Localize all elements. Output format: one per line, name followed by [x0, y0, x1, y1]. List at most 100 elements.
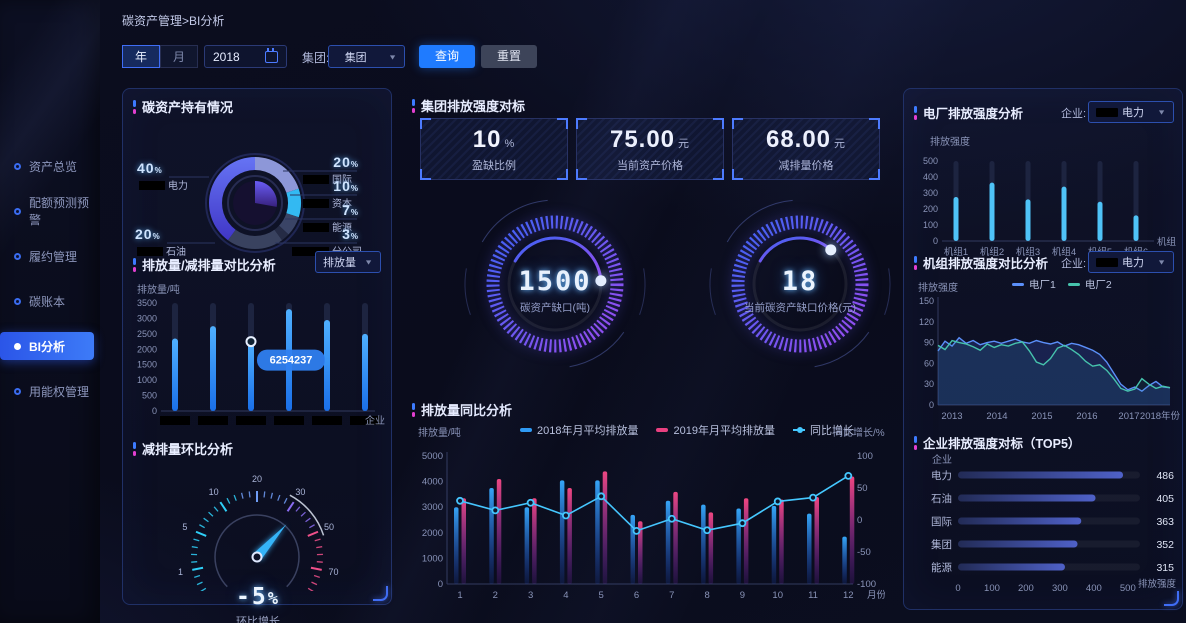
- redacted-text: [1096, 107, 1118, 117]
- chevron-down-icon: ▼: [388, 52, 397, 61]
- ring-gauge-value: 18: [781, 266, 819, 297]
- section-title-top5: 企业排放强度对标（TOP5）: [914, 433, 1080, 452]
- sidebar-item-5[interactable]: 用能权管理: [0, 377, 94, 405]
- legend-item-0[interactable]: 电厂1: [1012, 277, 1056, 292]
- svg-text:3%: 3%: [342, 226, 359, 242]
- ring-gauge-graphic: [464, 199, 646, 368]
- svg-text:能源: 能源: [931, 561, 952, 574]
- svg-text:3500: 3500: [137, 298, 157, 308]
- mom-gauge-value: -5%: [236, 584, 280, 610]
- kpi-value: 75.00: [609, 125, 676, 153]
- section-icon: [914, 435, 917, 450]
- svg-text:8: 8: [704, 590, 709, 601]
- svg-text:352: 352: [1156, 539, 1174, 551]
- chevron-down-icon: ▼: [364, 258, 373, 266]
- emission-type-value: 排放量: [323, 257, 356, 269]
- yoy-y2-axis-title: 同比增长/%: [833, 428, 885, 439]
- emission-compare-chart[interactable]: 0 500 1000 1500 2000 2500 3000 3500 企业 6254237: [127, 293, 389, 443]
- emission-type-select[interactable]: 排放量 ▼: [315, 251, 381, 273]
- tab-month[interactable]: 月: [160, 45, 198, 68]
- svg-text:486: 486: [1156, 470, 1174, 482]
- section-icon: [412, 402, 415, 417]
- query-button[interactable]: 查询: [419, 45, 475, 68]
- svg-text:电力: 电力: [931, 469, 952, 482]
- svg-text:-50: -50: [857, 547, 871, 558]
- svg-text:0: 0: [857, 515, 862, 526]
- svg-text:100: 100: [984, 583, 1000, 594]
- tab-year[interactable]: 年: [122, 45, 160, 68]
- svg-text:1: 1: [178, 567, 183, 577]
- plant-select-label: 企业:: [1061, 108, 1087, 120]
- bullet-icon: [14, 342, 21, 350]
- svg-text:2013: 2013: [941, 411, 962, 422]
- sidebar-item-0[interactable]: 资产总览: [0, 152, 94, 180]
- right-panel: 电厂排放强度分析 企业: 电力 ▼ 排放强度 0 100 200 300 400 500 机…: [903, 88, 1183, 610]
- sidebar-item-2[interactable]: 履约管理: [0, 242, 94, 270]
- kpi-label: 盈缺比例: [472, 159, 516, 172]
- bullet-icon: [14, 252, 21, 260]
- legend-item-0[interactable]: 2018年月平均排放量: [520, 422, 638, 438]
- units-enterprise-select[interactable]: 电力 ▼: [1088, 251, 1174, 273]
- svg-text:7: 7: [669, 590, 674, 601]
- svg-text:机组2: 机组2: [980, 246, 1004, 258]
- sidebar: 资产总览配额预测预警 履约管理碳账本 BI分析用能权管理: [0, 0, 100, 623]
- date-input[interactable]: 2018: [204, 45, 287, 68]
- svg-text:国际: 国际: [332, 174, 352, 186]
- kpi-value: 68.00: [765, 125, 832, 153]
- section-title-holdings: 碳资产持有情况: [133, 97, 233, 116]
- svg-text:集团: 集团: [931, 538, 952, 551]
- chevron-down-icon: ▼: [1157, 258, 1166, 266]
- svg-text:企业: 企业: [932, 453, 952, 466]
- units-line-chart[interactable]: 0 30 60 90 120 150 2013 2014 2015 2016 2017 2018年份: [908, 293, 1180, 423]
- plant-bar-chart[interactable]: 0100200300400500机组1机组2机组3机组4机组5机组6机组: [908, 145, 1180, 263]
- svg-text:363: 363: [1156, 516, 1174, 528]
- sidebar-item-3[interactable]: 碳账本: [0, 287, 94, 315]
- section-title-plant: 电厂排放强度分析: [914, 103, 1023, 122]
- svg-text:-100: -100: [857, 579, 876, 590]
- svg-text:月份: 月份: [867, 589, 885, 601]
- units-legend: 电厂1 电厂2: [1012, 277, 1112, 292]
- svg-text:石油: 石油: [931, 492, 952, 505]
- svg-text:200: 200: [1018, 583, 1034, 594]
- sidebar-nav: 资产总览配额预测预警 履约管理碳账本 BI分析用能权管理: [0, 152, 100, 405]
- svg-text:400: 400: [1086, 583, 1102, 594]
- section-icon: [133, 257, 136, 272]
- legend-swatch: [656, 428, 669, 432]
- svg-text:电力: 电力: [168, 179, 188, 192]
- svg-text:2000: 2000: [422, 528, 443, 539]
- svg-text:500: 500: [1120, 583, 1136, 594]
- svg-text:300: 300: [923, 188, 938, 198]
- plant-enterprise-select[interactable]: 电力 ▼: [1088, 101, 1174, 123]
- mom-gauge-chart[interactable]: 0151020305070100: [127, 461, 389, 591]
- date-value: 2018: [213, 49, 240, 64]
- svg-text:20: 20: [252, 474, 262, 484]
- section-icon: [914, 255, 917, 270]
- kpi-card-asset-price: 75.00 元 当前资产价格: [576, 118, 724, 180]
- legend-item-1[interactable]: 2019年月平均排放量: [656, 422, 775, 438]
- svg-text:排放强度: 排放强度: [1138, 578, 1177, 590]
- mom-gauge-label: 环比增长: [236, 616, 280, 623]
- svg-text:国际: 国际: [931, 516, 952, 528]
- svg-text:2014: 2014: [986, 411, 1007, 422]
- legend-swatch: [792, 427, 805, 433]
- reset-button[interactable]: 重置: [481, 45, 537, 68]
- legend-swatch: [1012, 283, 1024, 286]
- svg-text:石油: 石油: [166, 245, 186, 258]
- svg-text:30: 30: [295, 487, 305, 497]
- bullet-icon: [14, 162, 21, 170]
- svg-text:3: 3: [528, 590, 533, 601]
- sidebar-item-4[interactable]: BI分析: [0, 332, 94, 360]
- kpi-label: 减排量价格: [778, 159, 834, 172]
- calendar-icon: [265, 47, 278, 63]
- legend-item-1[interactable]: 电厂2: [1067, 277, 1112, 292]
- sidebar-item-1[interactable]: 配额预测预警: [0, 196, 94, 227]
- svg-text:5000: 5000: [422, 451, 443, 462]
- svg-text:5: 5: [182, 522, 187, 532]
- group-select[interactable]: 集团 ▼: [328, 45, 405, 68]
- legend-item-2[interactable]: 同比增长: [792, 422, 854, 438]
- svg-text:3000: 3000: [137, 313, 157, 323]
- svg-text:70: 70: [328, 567, 338, 577]
